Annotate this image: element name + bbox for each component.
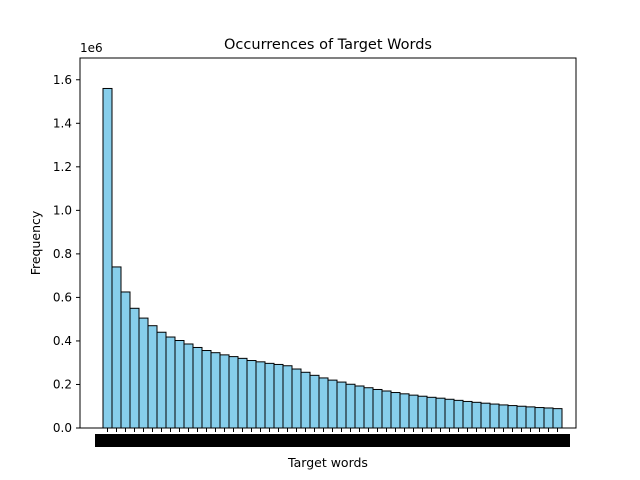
bar — [228, 356, 239, 429]
bar — [237, 357, 248, 429]
bar — [345, 383, 356, 429]
y-axis-label: Frequency — [28, 210, 43, 275]
chart-title: Occurrences of Target Words — [224, 37, 432, 53]
bar — [165, 336, 176, 429]
bar — [435, 397, 446, 429]
bar — [183, 343, 194, 429]
bar — [201, 350, 212, 429]
bar — [498, 404, 509, 429]
bar — [300, 371, 311, 429]
bar — [363, 387, 374, 429]
bar — [552, 408, 563, 429]
bar — [219, 354, 230, 429]
bar — [210, 352, 221, 429]
bar — [255, 361, 266, 429]
y-tick-label: 0.2 — [53, 377, 72, 391]
bar — [174, 340, 185, 429]
bar — [120, 291, 131, 429]
bar — [516, 405, 527, 429]
bar — [381, 390, 392, 429]
bar — [444, 398, 455, 429]
bar — [147, 325, 158, 429]
y-offset-label: 1e6 — [80, 41, 103, 55]
bar — [489, 403, 500, 429]
bar — [507, 405, 518, 429]
bar — [327, 379, 338, 429]
bar — [426, 396, 437, 429]
bar — [138, 317, 149, 429]
bar — [462, 400, 473, 429]
bar — [354, 385, 365, 429]
bar — [480, 402, 491, 429]
bar — [390, 392, 401, 429]
bar — [246, 360, 257, 429]
bar — [291, 368, 302, 429]
bar — [543, 407, 554, 429]
bar — [534, 407, 545, 429]
bar — [192, 346, 203, 429]
bar — [309, 374, 320, 429]
bar — [399, 393, 410, 429]
y-tick-label: 1.0 — [53, 203, 72, 217]
bar — [408, 394, 419, 429]
x-tick-labels-overlap — [95, 434, 570, 447]
bar — [318, 377, 329, 429]
y-tick-label: 0.6 — [53, 290, 72, 304]
bar — [525, 406, 536, 429]
bar — [336, 381, 347, 429]
y-tick-label: 1.2 — [53, 160, 72, 174]
y-tick-label: 0.0 — [53, 421, 72, 435]
bars-group — [102, 87, 563, 429]
bar — [372, 388, 383, 429]
bar — [417, 395, 428, 429]
bar — [111, 266, 122, 429]
y-tick-label: 0.4 — [53, 334, 72, 348]
bar — [273, 363, 284, 429]
y-tick-label: 0.8 — [53, 247, 72, 261]
y-axis-ticks: 0.0 0.2 0.4 0.6 0.8 1.0 1.2 1.4 1.6 — [53, 73, 80, 435]
y-tick-label: 1.6 — [53, 73, 72, 87]
bar — [453, 399, 464, 429]
bar — [264, 362, 275, 429]
bar — [129, 307, 140, 429]
x-axis-label: Target words — [287, 455, 368, 470]
y-tick-label: 1.4 — [53, 116, 72, 130]
x-tick-marks — [95, 428, 570, 447]
bar — [282, 365, 293, 429]
bar — [156, 331, 167, 429]
plot-frame — [79, 57, 577, 429]
bar — [471, 401, 482, 429]
bar — [102, 87, 113, 429]
